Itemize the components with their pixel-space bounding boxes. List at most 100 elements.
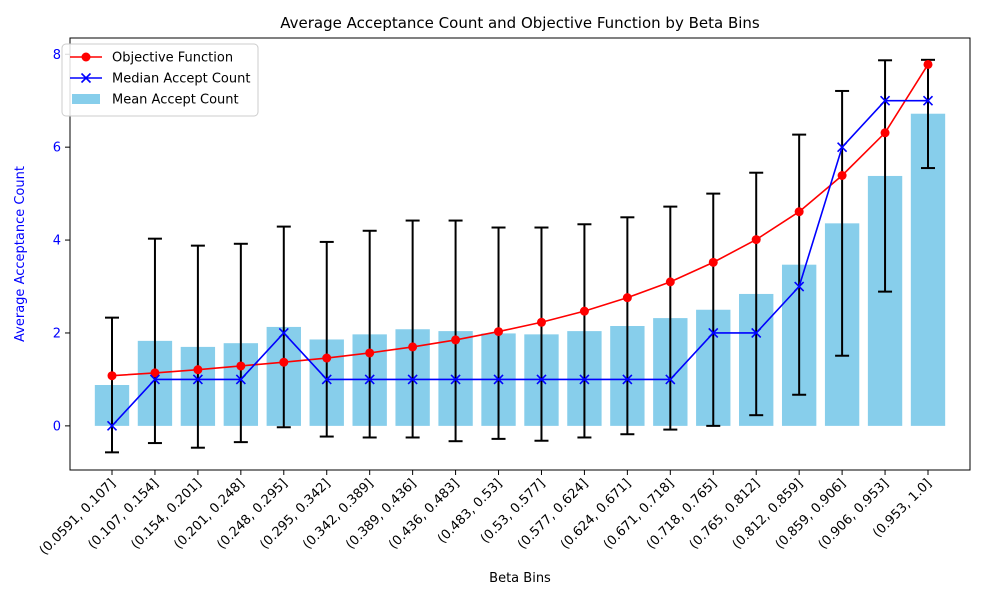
objective-function-point bbox=[579, 306, 589, 316]
x-axis-label: Beta Bins bbox=[489, 571, 551, 586]
objective-function-point bbox=[923, 59, 933, 69]
error-bar bbox=[147, 237, 162, 445]
error-bar bbox=[921, 58, 935, 170]
median-accept-count-point bbox=[106, 420, 118, 431]
legend-marker bbox=[81, 52, 91, 62]
objective-function-point bbox=[365, 348, 375, 358]
objective-function-point bbox=[536, 317, 546, 327]
error-bar bbox=[405, 219, 420, 439]
marker-stroke bbox=[278, 327, 289, 339]
marker-stroke bbox=[794, 281, 805, 292]
marker-stroke bbox=[536, 374, 547, 385]
median-accept-count-point bbox=[708, 327, 719, 339]
median-accept-count-point bbox=[235, 374, 246, 385]
marker-stroke bbox=[149, 374, 161, 385]
y-tick-label: 6 bbox=[53, 141, 61, 156]
y-tick-label: 2 bbox=[53, 326, 61, 341]
objective-function-line bbox=[111, 64, 929, 377]
error-bar bbox=[362, 229, 377, 439]
marker-stroke bbox=[106, 420, 118, 431]
objective-function-point bbox=[451, 335, 461, 345]
median-accept-count-point bbox=[192, 374, 203, 385]
objective-function-point bbox=[150, 368, 160, 378]
error-bar bbox=[233, 242, 248, 444]
y-axis-label: Average Acceptance Count bbox=[13, 166, 28, 342]
objective-function-point bbox=[708, 257, 718, 267]
legend-marker bbox=[80, 72, 92, 84]
median-accept-count-point bbox=[278, 327, 289, 339]
y-tick-label: 4 bbox=[53, 234, 61, 249]
marker-stroke bbox=[708, 327, 719, 339]
legend-entry: Median Accept Count bbox=[70, 72, 250, 87]
error-bar bbox=[534, 226, 549, 442]
median-accept-count-line bbox=[111, 99, 928, 427]
median-accept-count-point bbox=[536, 374, 547, 385]
marker-stroke bbox=[879, 95, 891, 106]
error-bar bbox=[878, 59, 893, 293]
error-bar bbox=[577, 223, 592, 439]
objective-function-point bbox=[494, 327, 504, 337]
legend-entry: Objective Function bbox=[70, 51, 233, 66]
median-accept-count-point bbox=[837, 142, 848, 153]
median-accept-count-point bbox=[794, 281, 805, 292]
error-bar bbox=[319, 240, 334, 438]
marker-stroke bbox=[622, 374, 633, 385]
error-bar bbox=[749, 171, 764, 417]
marker-stroke bbox=[192, 374, 203, 385]
x-tick-label: (0.0591, 0.107] bbox=[37, 476, 119, 558]
median-accept-count-point bbox=[879, 95, 891, 106]
marker-stroke bbox=[922, 95, 934, 106]
marker-stroke bbox=[493, 374, 504, 385]
objective-function-point bbox=[193, 365, 203, 375]
legend-swatch bbox=[72, 94, 100, 104]
objective-function-point bbox=[880, 128, 890, 138]
legend-label: Objective Function bbox=[112, 51, 233, 66]
error-bar bbox=[620, 216, 635, 436]
marker-stroke bbox=[665, 374, 676, 385]
error-bar bbox=[105, 316, 119, 454]
legend-label: Mean Accept Count bbox=[112, 93, 239, 108]
median-accept-count-point bbox=[922, 95, 934, 106]
objective-function-point bbox=[794, 207, 804, 217]
x-axis: (0.0591, 0.107](0.107, 0.154](0.154, 0.2… bbox=[37, 470, 935, 558]
marker-stroke bbox=[837, 142, 848, 153]
error-bar bbox=[190, 244, 205, 449]
median-accept-count-point bbox=[407, 374, 418, 385]
marker-stroke bbox=[321, 374, 332, 385]
marker-stroke bbox=[364, 374, 375, 385]
legend-box bbox=[61, 43, 259, 117]
median-accept-count-point bbox=[579, 374, 590, 385]
median-accept-count-point bbox=[493, 374, 504, 385]
objective-function-point bbox=[751, 235, 761, 245]
error-bar bbox=[706, 192, 721, 427]
objective-function-point bbox=[408, 342, 418, 352]
plot-frame bbox=[69, 37, 971, 471]
error-bar bbox=[663, 205, 678, 431]
marker-stroke bbox=[450, 374, 461, 385]
error-bar bbox=[276, 225, 291, 429]
objective-function-point bbox=[107, 371, 117, 381]
legend: Objective Function Median Accept Count Mea… bbox=[61, 43, 259, 117]
y-tick-label: 0 bbox=[53, 419, 61, 434]
objective-function-point bbox=[837, 170, 847, 180]
median-accept-count-point bbox=[321, 374, 332, 385]
objective-function-point bbox=[279, 357, 289, 367]
objective-function-point bbox=[665, 277, 675, 287]
objective-function-point bbox=[236, 361, 246, 371]
median-accept-count-point bbox=[751, 327, 762, 339]
median-accept-count-point bbox=[149, 374, 161, 385]
median-accept-count-point bbox=[622, 374, 633, 385]
marker-stroke bbox=[235, 374, 246, 385]
median-accept-count-point bbox=[665, 374, 676, 385]
legend-label: Median Accept Count bbox=[112, 72, 250, 87]
legend-entry: Mean Accept Count bbox=[72, 93, 239, 108]
marker-stroke bbox=[751, 327, 762, 339]
median-accept-count-point bbox=[364, 374, 375, 385]
marker-stroke bbox=[80, 72, 92, 84]
error-bar bbox=[835, 89, 850, 357]
error-bar bbox=[448, 219, 463, 443]
objective-function-point bbox=[622, 293, 632, 303]
lines-layer bbox=[106, 59, 934, 431]
objective-function-point bbox=[322, 353, 332, 363]
